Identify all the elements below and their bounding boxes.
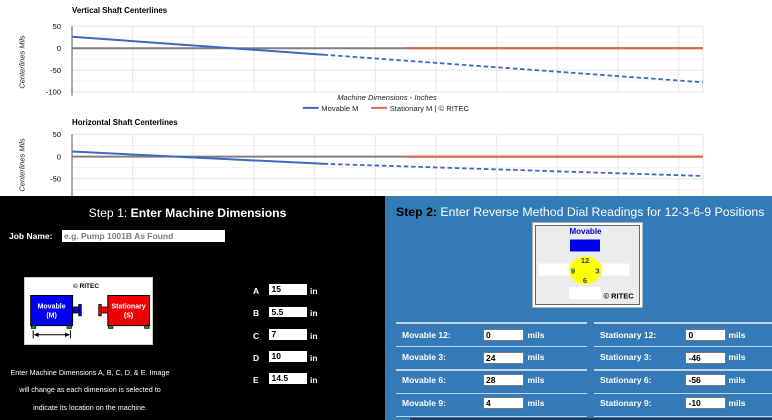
svg-text:0: 0	[57, 152, 61, 161]
svg-text:50: 50	[53, 22, 61, 31]
svg-text:12: 12	[581, 256, 589, 265]
svg-text:Centerlines Mils: Centerlines Mils	[18, 138, 27, 192]
svg-text:-50: -50	[50, 66, 61, 75]
svg-text:© RITEC: © RITEC	[73, 282, 99, 290]
svg-text:50: 50	[53, 130, 61, 139]
svg-text:Centerlines Mils: Centerlines Mils	[18, 35, 27, 89]
svg-text:Machine Dimensions - Inches: Machine Dimensions - Inches	[337, 93, 437, 102]
svg-text:-100: -100	[46, 88, 61, 97]
svg-text:Vertical Shaft Centerlines: Vertical Shaft Centerlines	[72, 6, 168, 15]
svg-text:© RITEC: © RITEC	[604, 292, 635, 301]
svg-text:Movable: Movable	[569, 227, 602, 236]
svg-text:-50: -50	[50, 174, 61, 183]
svg-text:9: 9	[571, 266, 575, 275]
svg-text:(M): (M)	[46, 313, 57, 320]
svg-text:0: 0	[57, 44, 61, 53]
svg-text:Movable M: Movable M	[321, 104, 358, 113]
svg-text:Stationary: Stationary	[111, 304, 145, 311]
svg-text:Horizontal Shaft Centerlines: Horizontal Shaft Centerlines	[72, 118, 178, 127]
svg-text:Stationary M | © RITEC: Stationary M | © RITEC	[390, 104, 470, 113]
svg-text:(S): (S)	[124, 313, 133, 320]
svg-text:3: 3	[595, 266, 599, 275]
svg-text:6: 6	[583, 276, 587, 285]
svg-text:Movable: Movable	[38, 304, 66, 311]
